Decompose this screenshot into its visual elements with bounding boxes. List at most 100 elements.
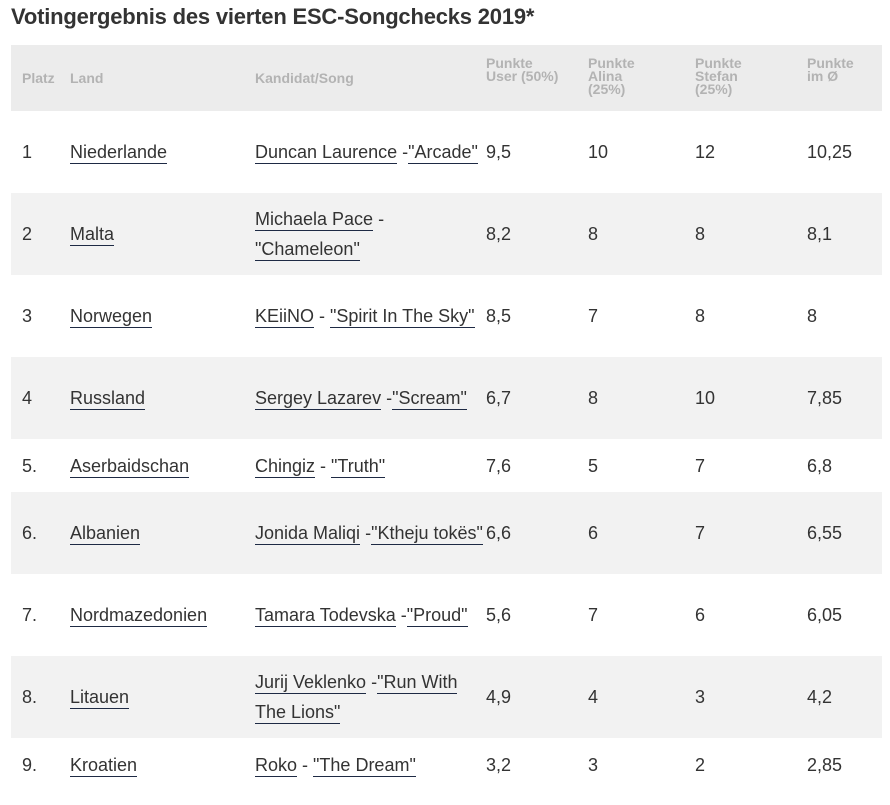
cell-song: Jonida Maliqi -"Ktheju tokës" xyxy=(255,492,486,574)
cell-avg: 8,1 xyxy=(807,193,882,275)
header-land: Land xyxy=(70,45,255,111)
cell-user: 4,9 xyxy=(486,656,588,738)
country-link[interactable]: Niederlande xyxy=(70,142,168,164)
cell-avg: 6,8 xyxy=(807,439,882,492)
country-link[interactable]: Litauen xyxy=(70,687,130,709)
country-link[interactable]: Nordmazedonien xyxy=(70,605,208,627)
page-title: Votingergebnis des vierten ESC-Songcheck… xyxy=(11,4,535,29)
header-avg: Punkte im Ø xyxy=(807,45,882,111)
cell-platz: 9. xyxy=(11,738,70,791)
cell-user: 7,6 xyxy=(486,439,588,492)
separator: - xyxy=(381,388,393,408)
cell-land: Albanien xyxy=(70,492,255,574)
cell-land: Norwegen xyxy=(70,275,255,357)
cell-alina: 8 xyxy=(588,193,695,275)
artist-link[interactable]: Roko xyxy=(255,754,298,777)
cell-land: Nordmazedonien xyxy=(70,574,255,656)
cell-avg: 2,85 xyxy=(807,738,882,791)
song-link[interactable]: "Run With The Lions" xyxy=(255,672,458,724)
artist-link[interactable]: Michaela Pace xyxy=(255,209,374,231)
country-link[interactable]: Norwegen xyxy=(70,306,153,328)
cell-alina: 3 xyxy=(588,738,695,791)
cell-land: Niederlande xyxy=(70,111,255,193)
cell-alina: 6 xyxy=(588,492,695,574)
country-link[interactable]: Albanien xyxy=(70,523,141,545)
cell-platz: 3 xyxy=(11,275,70,357)
separator: - xyxy=(315,455,332,476)
cell-stefan: 7 xyxy=(695,492,807,574)
cell-stefan: 7 xyxy=(695,439,807,492)
table-row: 1 Niederlande Duncan Laurence -"Arcade" 9,5… xyxy=(11,111,882,193)
artist-link[interactable]: Jurij Veklenko xyxy=(255,672,367,694)
song-link[interactable]: "Scream" xyxy=(392,388,467,410)
country-link[interactable]: Russland xyxy=(70,388,146,410)
table-row: 3 Norwegen KEiiNO - "Spirit In The Sky" 8,5… xyxy=(11,275,882,357)
song-link[interactable]: "Ktheju tokës" xyxy=(371,523,483,545)
song-link[interactable]: "The Dream" xyxy=(313,754,416,777)
cell-avg: 6,05 xyxy=(807,574,882,656)
artist-link[interactable]: Jonida Maliqi xyxy=(255,523,361,545)
song-link[interactable]: "Proud" xyxy=(406,605,468,627)
song-link[interactable]: "Spirit In The Sky" xyxy=(330,306,475,328)
header-song: Kandidat/Song xyxy=(255,45,486,111)
cell-song: KEiiNO - "Spirit In The Sky" xyxy=(255,275,486,357)
results-table: Platz Land Kandidat/Song Punkte User (50… xyxy=(11,45,882,791)
cell-platz: 4 xyxy=(11,357,70,439)
header-alina: Punkte Alina (25%) xyxy=(588,45,695,111)
cell-song: Duncan Laurence -"Arcade" xyxy=(255,111,486,193)
cell-song: Jurij Veklenko -"Run With The Lions" xyxy=(255,656,486,738)
header-platz: Platz xyxy=(11,45,70,111)
artist-link[interactable]: Tamara Todevska xyxy=(255,605,396,627)
cell-alina: 4 xyxy=(588,656,695,738)
separator: - xyxy=(314,306,331,326)
header-stefan: Punkte Stefan (25%) xyxy=(695,45,807,111)
cell-user: 5,6 xyxy=(486,574,588,656)
header-user: Punkte User (50%) xyxy=(486,45,588,111)
song-link[interactable]: "Arcade" xyxy=(408,142,478,164)
cell-avg: 7,85 xyxy=(807,357,882,439)
cell-avg: 10,25 xyxy=(807,111,882,193)
separator: - xyxy=(360,523,372,543)
cell-alina: 10 xyxy=(588,111,695,193)
artist-link[interactable]: Sergey Lazarev xyxy=(255,388,382,410)
artist-link[interactable]: Chingiz xyxy=(255,455,316,478)
cell-user: 3,2 xyxy=(486,738,588,791)
artist-link[interactable]: KEiiNO xyxy=(255,306,315,328)
cell-alina: 7 xyxy=(588,574,695,656)
cell-song: Chingiz - "Truth" xyxy=(255,439,486,492)
cell-platz: 1 xyxy=(11,111,70,193)
cell-alina: 5 xyxy=(588,439,695,492)
cell-avg: 8 xyxy=(807,275,882,357)
table-row: 5. Aserbaidschan Chingiz - "Truth" 7,6 5 7 6,8 xyxy=(11,439,882,492)
cell-avg: 4,2 xyxy=(807,656,882,738)
cell-user: 8,2 xyxy=(486,193,588,275)
cell-stefan: 2 xyxy=(695,738,807,791)
song-link[interactable]: "Truth" xyxy=(331,455,386,478)
cell-platz: 7. xyxy=(11,574,70,656)
cell-platz: 2 xyxy=(11,193,70,275)
separator: - xyxy=(373,209,385,229)
cell-stefan: 6 xyxy=(695,574,807,656)
cell-user: 6,6 xyxy=(486,492,588,574)
cell-user: 6,7 xyxy=(486,357,588,439)
cell-platz: 6. xyxy=(11,492,70,574)
table-row: 8. Litauen Jurij Veklenko -"Run With The L… xyxy=(11,656,882,738)
artist-link[interactable]: Duncan Laurence xyxy=(255,142,398,164)
cell-user: 9,5 xyxy=(486,111,588,193)
cell-alina: 8 xyxy=(588,357,695,439)
table-row: 7. Nordmazedonien Tamara Todevska -"Proud"… xyxy=(11,574,882,656)
cell-user: 8,5 xyxy=(486,275,588,357)
separator: - xyxy=(366,672,378,692)
cell-land: Russland xyxy=(70,357,255,439)
country-link[interactable]: Aserbaidschan xyxy=(70,455,190,478)
separator: - xyxy=(397,142,409,162)
separator: - xyxy=(395,605,407,625)
cell-stefan: 10 xyxy=(695,357,807,439)
country-link[interactable]: Malta xyxy=(70,224,115,246)
song-link[interactable]: "Chameleon" xyxy=(255,239,360,261)
table-row: 9. Kroatien Roko - "The Dream" 3,2 3 2 2,85 xyxy=(11,738,882,791)
table-header-row: Platz Land Kandidat/Song Punkte User (50… xyxy=(11,45,882,111)
country-link[interactable]: Kroatien xyxy=(70,754,138,777)
table-row: 2 Malta Michaela Pace -"Chameleon" 8,2 8 8 8,1 xyxy=(11,193,882,275)
cell-alina: 7 xyxy=(588,275,695,357)
